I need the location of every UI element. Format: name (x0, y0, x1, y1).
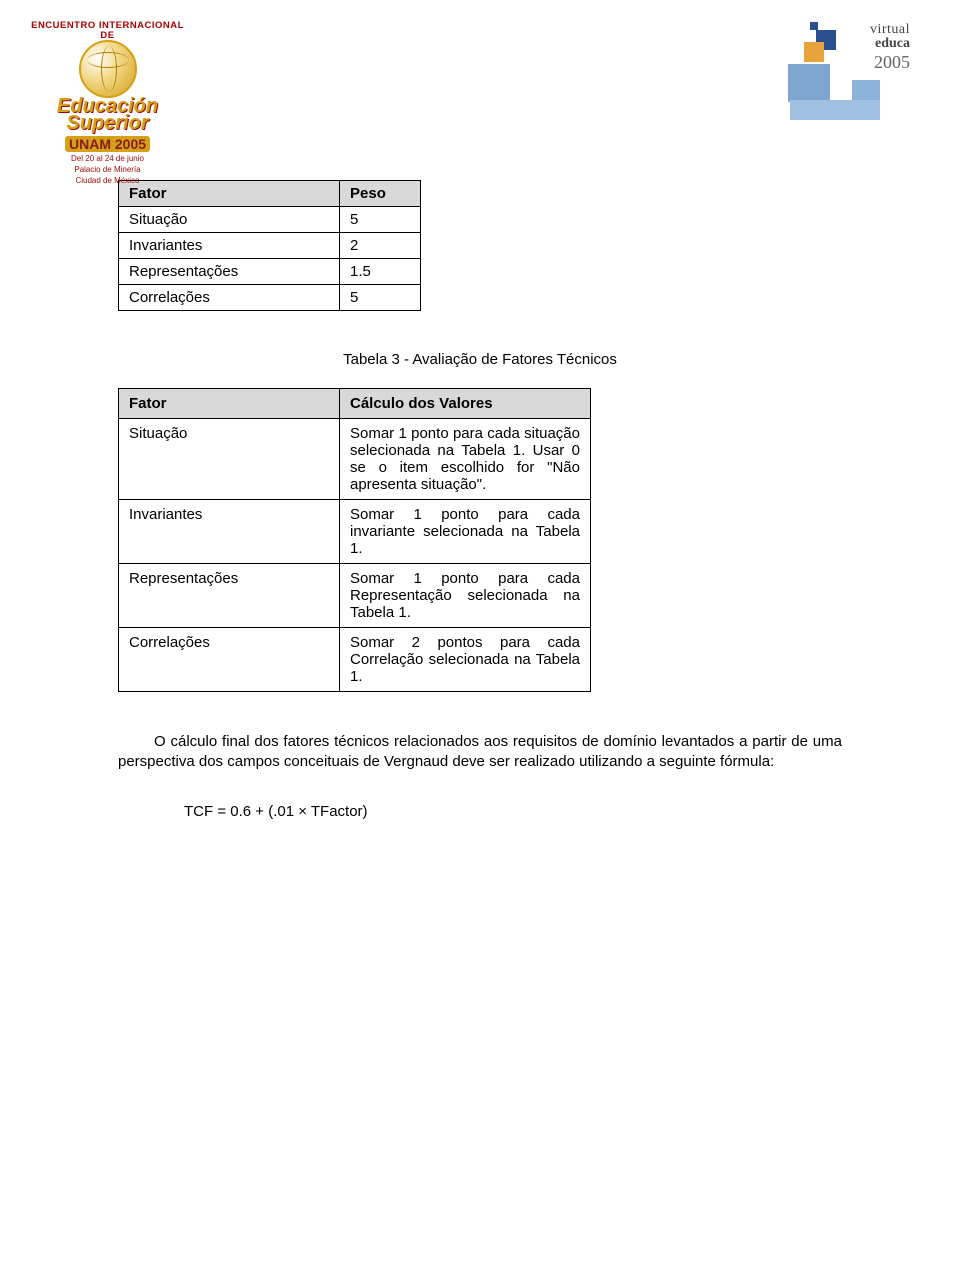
td-peso: 5 (340, 207, 421, 233)
right-logo: virtual educa 2005 (754, 22, 914, 122)
block-icon (788, 64, 830, 102)
table-row: Correlações 5 (119, 285, 421, 311)
logo-educa-text: educa (875, 36, 910, 52)
formula-text: TCF = 0.6 + (.01 × TFactor) (184, 803, 842, 820)
td-peso: 1.5 (340, 259, 421, 285)
body-paragraph: O cálculo final dos fatores técnicos rel… (118, 732, 842, 773)
logo-date: Del 20 al 24 de junio (30, 155, 185, 164)
logo-place2: Ciudad de México (30, 177, 185, 186)
logo-arc-text: ENCUENTRO INTERNACIONAL DE (26, 20, 189, 40)
block-icon (790, 100, 880, 120)
th-calc: Cálculo dos Valores (340, 389, 591, 419)
td-fator: Invariantes (119, 233, 340, 259)
table-row: Representações 1.5 (119, 259, 421, 285)
paragraph-text: O cálculo final dos fatores técnicos rel… (118, 733, 842, 770)
td-fator: Invariantes (119, 500, 340, 564)
page-content: Fator Peso Situação 5 Invariantes 2 Repr… (0, 180, 960, 820)
table-row: Invariantes 2 (119, 233, 421, 259)
td-calc: Somar 2 pontos para cada Correlação sele… (340, 628, 591, 692)
fator-calculo-table: Fator Cálculo dos Valores Situação Somar… (118, 388, 591, 692)
td-fator: Situação (119, 419, 340, 500)
td-calc: Somar 1 ponto para cada Representação se… (340, 564, 591, 628)
td-fator: Representações (119, 564, 340, 628)
td-fator: Representações (119, 259, 340, 285)
logo-place1: Palacio de Minería (30, 166, 185, 175)
td-fator: Situação (119, 207, 340, 233)
td-peso: 2 (340, 233, 421, 259)
td-fator: Correlações (119, 285, 340, 311)
globe-icon (79, 40, 137, 98)
th-peso: Peso (340, 181, 421, 207)
square-icon (804, 42, 824, 62)
td-fator: Correlações (119, 628, 340, 692)
logo-year-text: 2005 (874, 52, 910, 73)
table-row: Correlações Somar 2 pontos para cada Cor… (119, 628, 591, 692)
table-row: Representações Somar 1 ponto para cada R… (119, 564, 591, 628)
td-calc: Somar 1 ponto para cada invariante selec… (340, 500, 591, 564)
table-row: Situação 5 (119, 207, 421, 233)
table-caption: Tabela 3 - Avaliação de Fatores Técnicos (118, 351, 842, 368)
th-fator: Fator (119, 389, 340, 419)
td-peso: 5 (340, 285, 421, 311)
fator-peso-table: Fator Peso Situação 5 Invariantes 2 Repr… (118, 180, 421, 311)
table-row: Situação Somar 1 ponto para cada situaçã… (119, 419, 591, 500)
logo-unam: UNAM 2005 (65, 136, 150, 152)
page-header: ENCUENTRO INTERNACIONAL DE Educación Sup… (0, 0, 960, 170)
td-calc: Somar 1 ponto para cada situação selecio… (340, 419, 591, 500)
table-header-row: Fator Cálculo dos Valores (119, 389, 591, 419)
logo-title-line2: Superior (30, 113, 185, 134)
square-icon (810, 22, 818, 30)
left-logo: ENCUENTRO INTERNACIONAL DE Educación Sup… (30, 20, 185, 185)
table-row: Invariantes Somar 1 ponto para cada inva… (119, 500, 591, 564)
